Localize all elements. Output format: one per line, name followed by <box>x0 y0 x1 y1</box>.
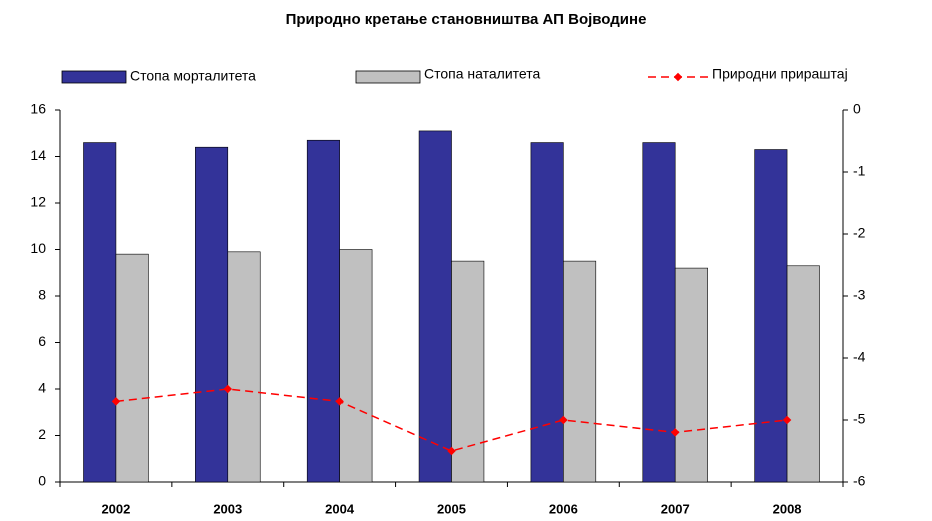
y2-tick-label: -3 <box>853 287 866 303</box>
marker <box>559 415 568 425</box>
legend-label: Стопа наталитета <box>424 66 540 82</box>
legend-swatch <box>61 70 127 84</box>
bar <box>674 267 708 483</box>
bar <box>306 139 340 483</box>
y-tick-label: 12 <box>30 194 46 210</box>
marker <box>782 415 792 425</box>
bar <box>754 149 788 483</box>
y2-tick-label: -6 <box>853 473 866 489</box>
y-tick-label: 6 <box>38 333 46 349</box>
x-tick-label: 2007 <box>661 501 690 516</box>
y-tick-label: 0 <box>38 473 46 489</box>
y2-tick-label: -2 <box>853 225 866 241</box>
marker <box>670 428 680 437</box>
bar <box>418 130 452 483</box>
legend-label: Природни прираштај <box>712 66 848 82</box>
legend-label: Стопа морталитета <box>130 68 256 84</box>
marker <box>223 384 233 394</box>
bar <box>530 142 564 483</box>
x-tick-label: 2004 <box>325 501 355 516</box>
x-tick-label: 2008 <box>773 501 802 516</box>
y-tick-label: 4 <box>38 380 46 396</box>
marker <box>335 397 344 406</box>
x-tick-label: 2002 <box>101 501 130 516</box>
legend-swatch <box>673 72 683 82</box>
y-tick-label: 10 <box>30 240 46 256</box>
legend-swatch <box>355 70 421 84</box>
y2-tick-label: 0 <box>853 101 861 117</box>
y-tick-label: 16 <box>30 101 46 117</box>
marker <box>111 397 121 406</box>
y-tick-label: 8 <box>38 287 46 303</box>
bar <box>563 260 597 483</box>
x-tick-label: 2003 <box>213 501 242 516</box>
y2-tick-label: -4 <box>853 349 866 365</box>
bar <box>195 146 229 483</box>
bar <box>339 249 373 483</box>
x-tick-label: 2005 <box>437 501 466 516</box>
bar <box>115 253 149 483</box>
x-tick-label: 2006 <box>549 501 578 516</box>
marker <box>447 446 456 456</box>
y-tick-label: 2 <box>38 426 46 442</box>
y-tick-label: 14 <box>30 147 46 163</box>
y2-tick-label: -1 <box>853 163 866 179</box>
y2-tick-label: -5 <box>853 411 866 427</box>
chart-title: Природно кретање становништва АП Војводи… <box>286 11 647 28</box>
bar <box>227 251 261 483</box>
bar <box>786 265 820 483</box>
bar <box>83 142 117 483</box>
bar <box>642 142 676 483</box>
bar <box>451 260 485 483</box>
